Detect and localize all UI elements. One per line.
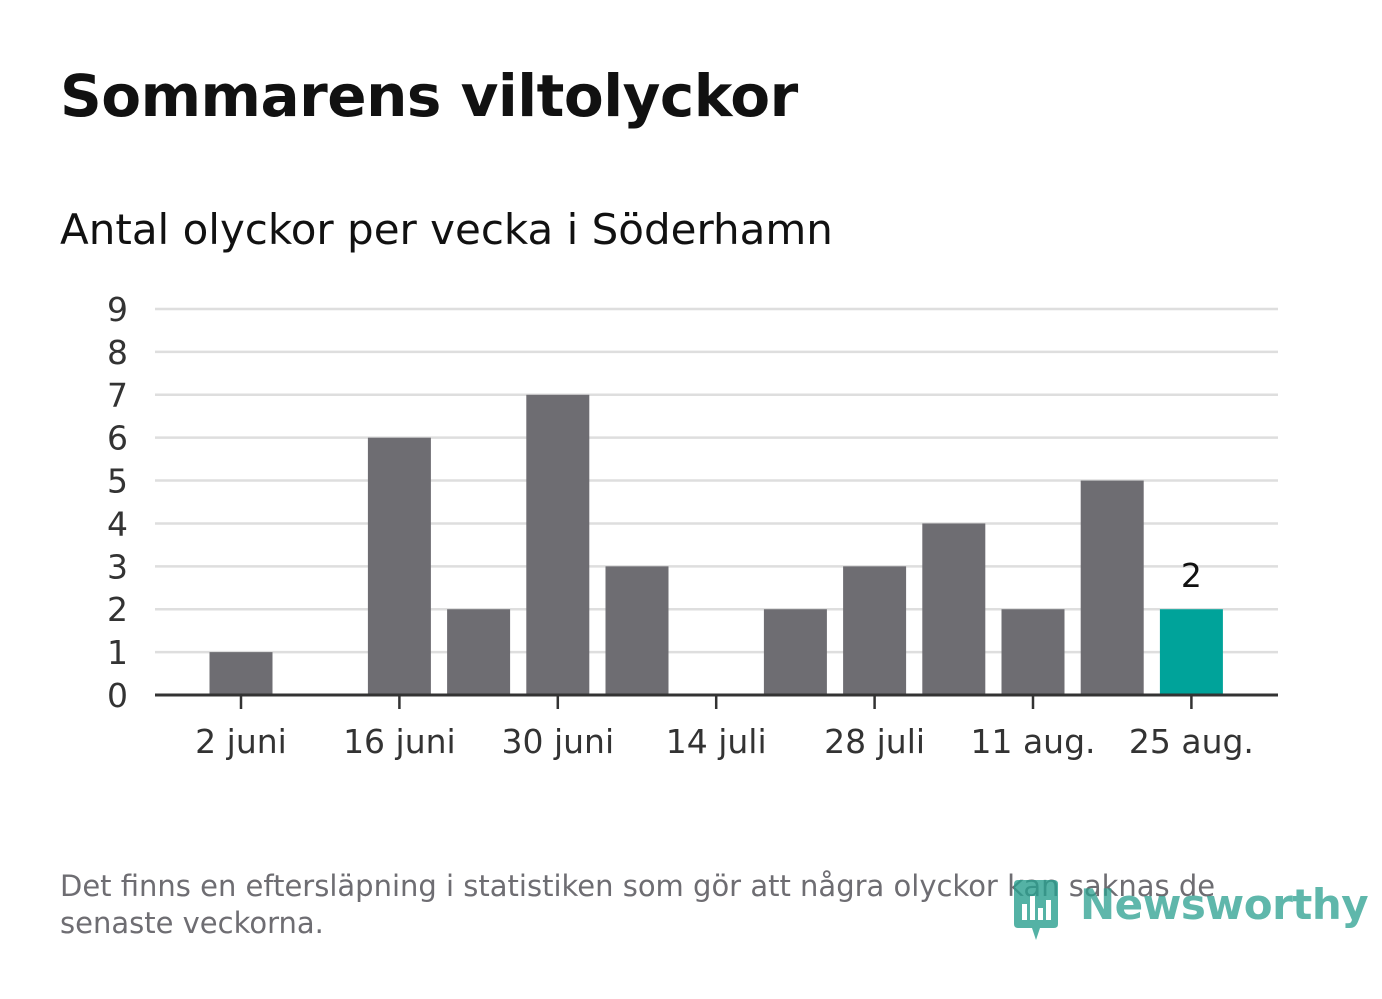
y-tick-label: 0 — [107, 676, 128, 715]
bar — [1001, 609, 1065, 695]
y-axis: 0 1 2 3 45 6 7 8 9 — [107, 290, 128, 715]
newsworthy-logo: Newsworthy — [1010, 878, 1369, 944]
y-tick-label: 3 — [107, 547, 128, 586]
x-tick-label: 14 juli — [666, 722, 767, 761]
y-tick-label: 6 — [107, 419, 128, 458]
x-tick-label: 11 aug. — [970, 722, 1095, 761]
y-tick-label: 1 — [107, 633, 128, 672]
chart-subtitle: Antal olyckor per vecka i Söderhamn — [60, 205, 833, 254]
x-tick-label: 28 juli — [824, 722, 925, 761]
y-tick-label: 8 — [107, 333, 128, 372]
y-tick-label: 4 — [107, 504, 128, 543]
bar — [1080, 480, 1144, 695]
newsworthy-icon — [1014, 880, 1058, 940]
chart-title: Sommarens viltolyckor — [60, 62, 798, 130]
data-labels: 2 — [1181, 556, 1202, 595]
x-tick-label: 2 juni — [195, 722, 287, 761]
x-tick-label: 30 juni — [501, 722, 614, 761]
y-tick-label: 9 — [107, 290, 128, 329]
bar — [367, 437, 431, 695]
bar — [526, 394, 590, 695]
y-tick-label: 5 — [107, 462, 128, 501]
y-tick-label: 2 — [107, 590, 128, 629]
x-tick-label: 16 juni — [343, 722, 456, 761]
y-tick-label: 7 — [107, 376, 128, 415]
bars — [209, 394, 1223, 695]
bar — [763, 609, 827, 695]
bar — [843, 566, 907, 695]
x-tick-label: 25 aug. — [1129, 722, 1254, 761]
bar — [922, 523, 986, 695]
bar — [447, 609, 511, 695]
bar — [605, 566, 669, 695]
bar — [1159, 609, 1223, 695]
data-label: 2 — [1181, 556, 1202, 595]
brand-name: Newsworthy — [1080, 880, 1369, 929]
x-axis: 2 juni 16 juni 30 juni 14 juli 28 juli 11 aug… — [155, 693, 1278, 761]
bar — [209, 652, 273, 695]
